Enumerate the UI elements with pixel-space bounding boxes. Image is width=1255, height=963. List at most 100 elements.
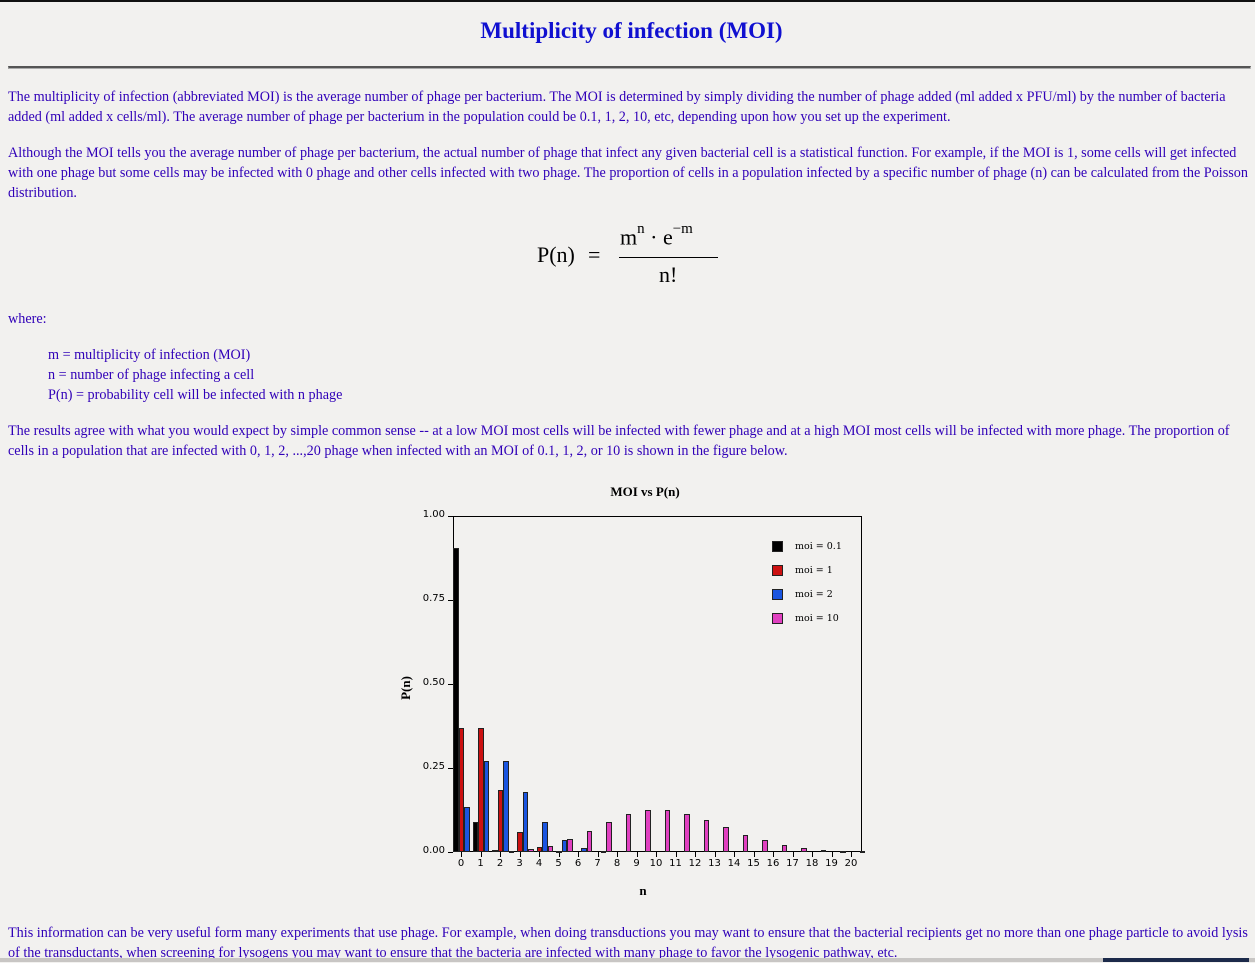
bar	[742, 834, 748, 852]
bar	[561, 839, 567, 852]
x-tick-mark	[617, 852, 618, 857]
bar	[703, 820, 709, 852]
bar	[453, 547, 459, 852]
bar	[528, 849, 534, 852]
x-tick-label: 11	[669, 858, 682, 869]
x-tick-label: 14	[727, 858, 741, 869]
x-tick-mark	[558, 852, 560, 857]
definition-pn: P(n) = probability cell will be infected…	[48, 387, 343, 403]
x-tick-mark	[695, 852, 696, 857]
bar	[508, 851, 514, 854]
bar	[801, 847, 807, 852]
x-tick-mark	[714, 852, 716, 857]
x-tick-label: 13	[708, 858, 721, 869]
bar	[762, 840, 768, 852]
x-tick-label: 16	[766, 858, 780, 869]
formula-lhs: P(n)	[537, 242, 575, 267]
x-tick-mark	[792, 852, 794, 857]
x-tick-mark	[461, 852, 462, 857]
x-tick-mark	[773, 852, 774, 857]
y-tick-mark	[448, 684, 453, 685]
x-tick-mark	[636, 852, 638, 857]
bar	[581, 847, 587, 852]
bar	[645, 810, 651, 852]
legend-label: moi = 10	[795, 613, 839, 624]
formula-denominator: n!	[659, 262, 678, 287]
paragraph-results: The results agree with what you would ex…	[8, 423, 1230, 459]
legend-swatch	[772, 565, 783, 576]
x-tick-label: 15	[747, 858, 760, 869]
x-tick-label: 5	[555, 858, 562, 869]
x-tick-mark	[500, 852, 501, 857]
x-tick-mark	[812, 852, 813, 857]
bar	[781, 844, 787, 852]
y-tick-mark	[448, 516, 453, 517]
paragraph-statistical-function: Although the MOI tells you the average n…	[8, 145, 1248, 201]
legend-label: moi = 2	[795, 589, 833, 600]
formula-equals: =	[588, 242, 601, 267]
y-tick-mark	[448, 768, 453, 769]
bar	[536, 846, 542, 852]
bar	[483, 760, 489, 852]
paragraph-applications: This information can be very useful form…	[8, 925, 1248, 961]
x-tick-label: 9	[633, 858, 640, 869]
bar	[606, 821, 612, 852]
x-tick-mark	[831, 852, 833, 857]
top-border	[0, 0, 1255, 2]
bar	[547, 845, 553, 852]
x-tick-mark	[597, 852, 599, 857]
x-tick-label: 10	[649, 858, 663, 869]
bar	[567, 839, 573, 852]
legend-swatch	[772, 589, 783, 600]
x-tick-mark	[675, 852, 677, 857]
y-tick-label: 0.75	[422, 593, 445, 604]
legend-label: moi = 1	[795, 565, 833, 576]
bar	[859, 851, 865, 854]
bar	[497, 790, 503, 852]
x-tick-label: 17	[786, 858, 799, 869]
bar	[840, 850, 846, 853]
x-tick-label: 12	[688, 858, 702, 869]
x-tick-mark	[539, 852, 540, 857]
x-tick-mark	[734, 852, 735, 857]
chart-title: MOI vs P(n)	[610, 484, 680, 499]
horizontal-scrollbar[interactable]	[0, 958, 1255, 962]
bar	[458, 728, 464, 852]
y-tick-label: 0.00	[422, 845, 445, 856]
x-tick-label: 3	[516, 858, 523, 869]
x-tick-label: 18	[805, 858, 819, 869]
bar	[503, 760, 509, 852]
bar	[542, 821, 548, 852]
definition-m: m = multiplicity of infection (MOI)	[48, 347, 251, 363]
page-title: Multiplicity of infection (MOI)	[480, 18, 783, 43]
x-tick-label: 7	[594, 858, 601, 869]
x-tick-mark	[519, 852, 521, 857]
y-tick-mark	[448, 600, 453, 601]
y-tick-label: 0.25	[422, 761, 445, 772]
x-tick-mark	[851, 852, 852, 857]
poisson-formula: P(n) = mn · e−m n!	[537, 221, 737, 294]
bar	[522, 791, 528, 852]
fraction-bar	[619, 257, 718, 258]
bar	[478, 728, 484, 852]
legend-swatch	[772, 613, 783, 624]
legend-label: moi = 0.1	[795, 541, 842, 552]
bar	[600, 850, 606, 853]
legend-swatch	[772, 541, 783, 552]
formula-numerator: mn · e−m	[620, 221, 693, 250]
bar	[684, 813, 690, 852]
paragraph-moi-definition: The multiplicity of infection (abbreviat…	[8, 89, 1226, 125]
x-tick-label: 8	[613, 858, 621, 869]
y-tick-label: 1.00	[422, 509, 445, 520]
y-tick-mark	[448, 852, 453, 853]
bar	[723, 827, 729, 852]
scrollbar-thumb[interactable]	[1103, 958, 1249, 962]
bar	[625, 814, 631, 852]
x-tick-label: 2	[496, 858, 504, 869]
bar	[820, 849, 826, 852]
x-tick-mark	[578, 852, 579, 857]
x-tick-label: 19	[825, 858, 838, 869]
x-tick-label: 4	[535, 858, 543, 869]
x-axis-label: n	[639, 883, 647, 898]
x-tick-mark	[480, 852, 482, 857]
